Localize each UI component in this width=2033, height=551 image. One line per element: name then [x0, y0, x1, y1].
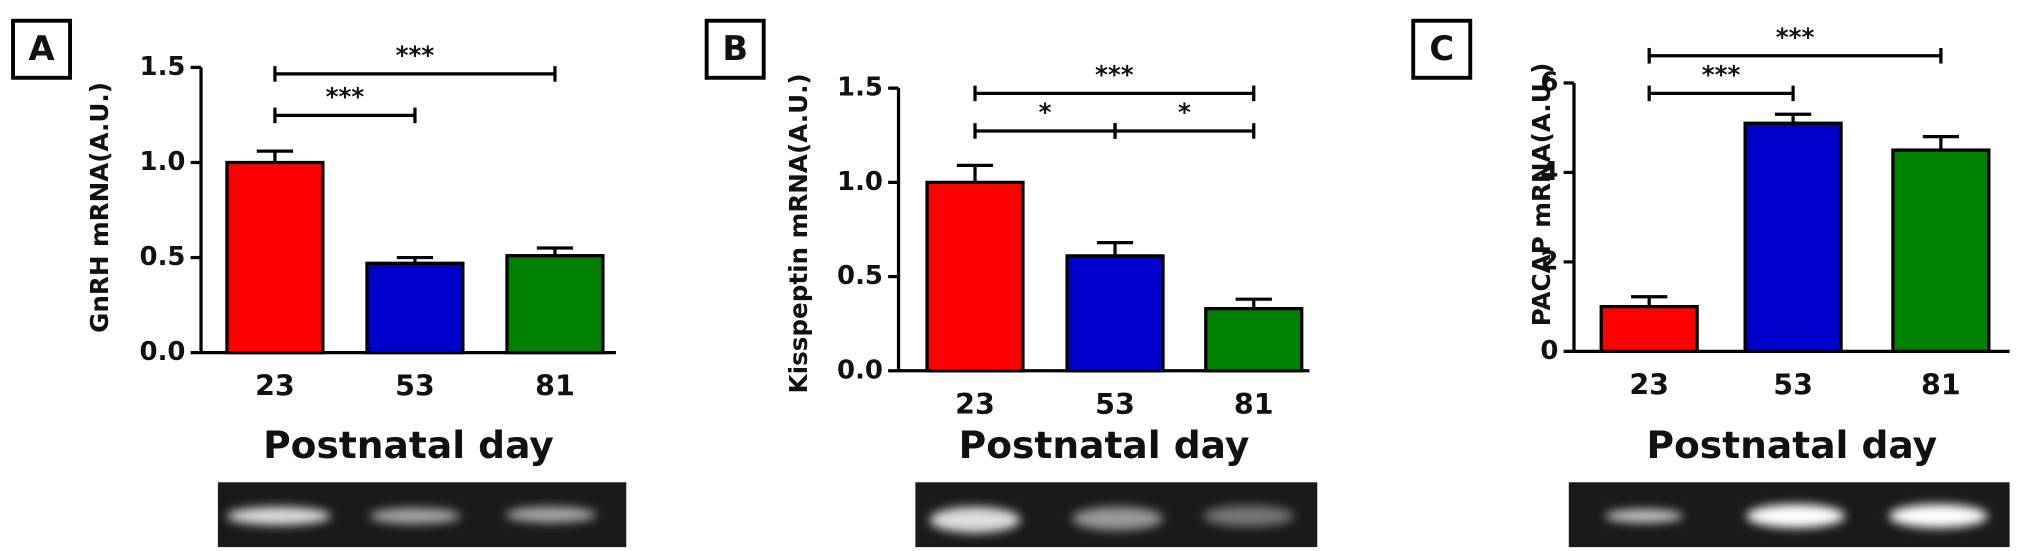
x-tick-label: 23 [955, 388, 995, 421]
x-axis-label: Postnatal day [959, 423, 1250, 467]
panel-label: B [722, 29, 748, 68]
y-tick-label: 0.0 [837, 355, 883, 385]
x-tick-label: 23 [255, 370, 295, 403]
significance: *** [396, 41, 435, 70]
significance: *** [1702, 60, 1741, 89]
significance: * [1178, 98, 1191, 127]
y-tick-label: 1.0 [837, 167, 883, 197]
bar [225, 160, 325, 355]
bar [1204, 306, 1304, 373]
bar [1065, 254, 1165, 373]
y-tick-label: 0.5 [140, 242, 186, 272]
x-tick-label: 81 [1234, 388, 1274, 421]
bar [1599, 304, 1699, 353]
panel-label-box [704, 18, 766, 80]
panel-label: A [29, 29, 55, 68]
bar [1743, 121, 1843, 353]
gel-c [1568, 482, 2010, 548]
y-tick-label: 0 [1540, 336, 1558, 366]
bar [925, 180, 1025, 373]
y-axis-label: PACAP mRNA(A.U.) [1527, 63, 1556, 327]
y-tick-label: 1.5 [837, 73, 883, 103]
y-tick-label: 6 [1540, 67, 1558, 97]
bar [365, 261, 465, 355]
gel-a [217, 482, 627, 548]
panel-label-box [1411, 18, 1473, 80]
x-axis-label: Postnatal day [1646, 423, 1937, 467]
significance: *** [1776, 23, 1815, 52]
y-tick-label: 2 [1540, 246, 1558, 276]
panel-label: C [1429, 29, 1454, 68]
significance: *** [326, 83, 365, 112]
gel-b [915, 482, 1318, 548]
x-tick-label: 53 [395, 370, 435, 403]
x-tick-label: 81 [1921, 368, 1961, 401]
x-tick-label: 23 [1629, 368, 1669, 401]
x-tick-label: 53 [1095, 388, 1135, 421]
x-tick-label: 81 [535, 370, 575, 403]
y-tick-label: 1.5 [140, 52, 186, 82]
y-axis-label: GnRH mRNA(A.U.) [85, 82, 114, 333]
bar [505, 254, 605, 355]
panel-label-box [11, 18, 73, 80]
y-tick-label: 1.0 [140, 147, 186, 177]
y-tick-label: 4 [1540, 157, 1558, 187]
y-tick-label: 0.5 [837, 261, 883, 291]
x-tick-label: 53 [1773, 368, 1813, 401]
significance: *** [1095, 60, 1134, 89]
x-axis-label: Postnatal day [263, 423, 554, 467]
bar [1891, 148, 1991, 353]
y-tick-label: 0.0 [140, 337, 186, 367]
y-axis-label: Kisspeptin mRNA(A.U.) [784, 73, 813, 393]
significance: * [1039, 98, 1052, 127]
